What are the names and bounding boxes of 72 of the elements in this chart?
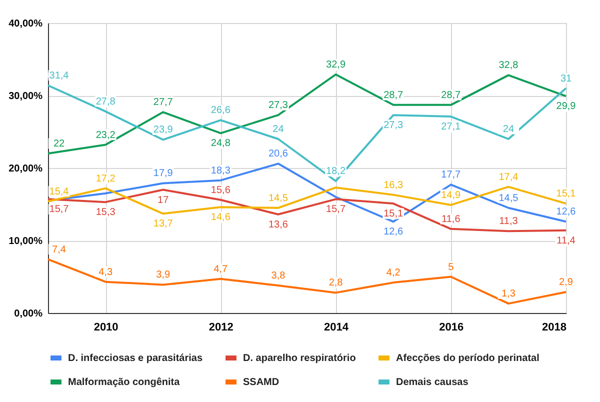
data-label: 12,6	[384, 226, 404, 238]
data-label: 15,1	[556, 188, 576, 200]
legend-label: Malformação congênita	[68, 377, 180, 388]
data-label: 32,9	[326, 59, 346, 70]
data-label: 13,7	[153, 218, 174, 230]
data-label: 2,9	[559, 276, 574, 288]
data-label: 18,2	[326, 166, 346, 178]
data-label: 3,9	[156, 270, 170, 281]
data-label: 27,7	[153, 97, 174, 108]
x-tick-label: 2012	[208, 322, 234, 334]
data-label: 15,1	[384, 208, 404, 220]
legend-label: Demais causas	[396, 377, 469, 388]
data-label: 4,3	[98, 266, 113, 278]
data-label: 24,8	[210, 138, 231, 150]
legend-label: D. aparelho respiratório	[243, 353, 356, 364]
legend-label: Afecções do período perinatal	[396, 353, 540, 364]
data-label: 31	[560, 73, 572, 84]
x-tick-label: 2016	[439, 322, 464, 334]
data-label: 3,8	[271, 270, 286, 282]
data-label: 24	[502, 124, 514, 135]
data-label: 15,7	[49, 204, 70, 216]
data-label: 28,7	[384, 90, 404, 101]
data-label: 4,7	[214, 264, 228, 275]
data-label: 29,9	[556, 101, 576, 112]
data-label: 24	[272, 124, 284, 135]
data-label: 27,1	[441, 122, 462, 133]
legend-label: SSAMD	[243, 377, 280, 388]
data-label: 14,5	[268, 192, 288, 204]
data-label: 17,2	[96, 173, 116, 184]
data-label: 22	[53, 138, 65, 150]
data-label: 26,6	[210, 105, 231, 116]
y-tick-label: 30,00%	[8, 91, 43, 102]
data-label: 12,6	[556, 206, 576, 218]
data-label: 14,6	[210, 212, 231, 224]
data-label: 14,5	[498, 192, 519, 204]
data-label: 14,9	[441, 190, 462, 201]
data-label: 4,2	[386, 268, 401, 279]
y-tick-label: 20,00%	[8, 164, 43, 174]
y-tick-label: 0,00%	[14, 308, 43, 320]
data-label: 17,7	[441, 170, 462, 181]
x-tick-label: 2010	[94, 322, 118, 334]
data-label: 15,3	[96, 207, 116, 218]
data-label: 17,9	[153, 168, 174, 180]
data-label: 17,4	[498, 172, 519, 183]
legend-label: D. infecciosas e parasitárias	[68, 353, 203, 364]
data-label: 18,3	[210, 165, 231, 176]
data-label: 16,3	[384, 180, 404, 191]
data-label: 20,6	[268, 148, 288, 160]
data-label: 27,3	[268, 100, 288, 112]
data-label: 2,8	[328, 278, 344, 289]
data-label: 13,6	[268, 219, 288, 230]
x-tick-label: 2018	[542, 322, 566, 334]
data-label: 11,4	[556, 235, 576, 246]
data-label: 23,2	[96, 130, 116, 141]
data-label: 27,8	[96, 96, 116, 108]
y-tick-label: 10,00%	[8, 236, 43, 247]
data-label: 15,4	[49, 186, 70, 198]
data-label: 5	[448, 262, 454, 273]
x-tick-label: 2014	[324, 322, 350, 334]
data-label: 15,6	[210, 184, 231, 196]
data-label: 27,3	[384, 120, 404, 132]
data-label: 1,3	[501, 288, 516, 300]
data-label: 23,9	[153, 124, 174, 136]
data-label: 11,6	[442, 214, 461, 225]
y-tick-label: 40,00%	[8, 18, 43, 30]
data-label: 31,4	[49, 70, 70, 82]
data-label: 17	[158, 194, 170, 206]
data-label: 11,3	[499, 216, 518, 228]
data-label: 7,4	[52, 244, 66, 256]
data-label: 15,7	[326, 204, 346, 216]
data-label: 32,8	[498, 60, 519, 72]
data-label: 28,7	[441, 90, 462, 101]
